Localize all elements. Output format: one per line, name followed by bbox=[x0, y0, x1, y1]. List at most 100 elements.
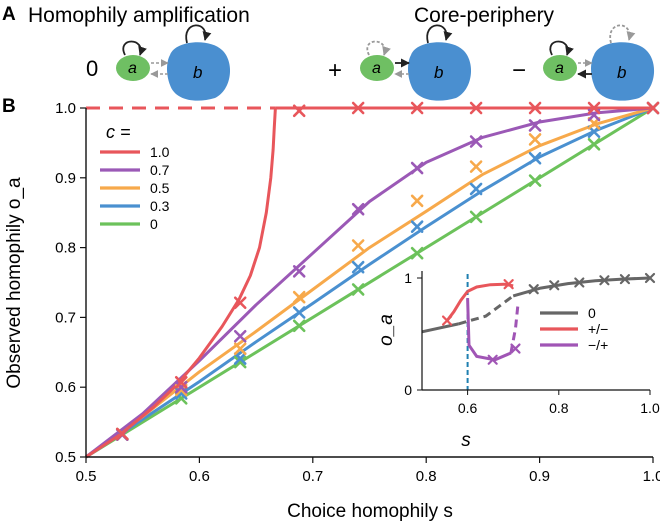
inset-series-markers bbox=[441, 272, 656, 365]
self-loop-b bbox=[426, 24, 453, 44]
inset-data-point-0 bbox=[549, 280, 560, 291]
x-tick-label: 0.6 bbox=[189, 468, 210, 485]
legend-label: 0.5 bbox=[150, 180, 170, 196]
data-point-c-1-0 bbox=[587, 101, 601, 115]
inset-data-point-0 bbox=[619, 274, 631, 285]
y-tick-label: 0.8 bbox=[55, 240, 76, 257]
x-tick-label: 1.0 bbox=[643, 468, 660, 485]
legend-label: 0.3 bbox=[150, 198, 170, 214]
x-tick-label: 0.8 bbox=[416, 468, 437, 485]
data-point-c-0 bbox=[410, 246, 424, 260]
node-b-label: b bbox=[434, 63, 443, 82]
inset-y-axis-label: o_a bbox=[376, 314, 397, 346]
main-y-ticks: 0.5 0.6 0.7 0.8 0.9 1.0 bbox=[55, 100, 86, 466]
inset-x-tick-label: 1.0 bbox=[640, 400, 660, 416]
main-series-markers bbox=[115, 101, 660, 441]
data-point-c-1-0 bbox=[410, 101, 424, 115]
self-loop-a bbox=[366, 40, 391, 56]
data-point-c-0-7 bbox=[410, 161, 424, 175]
motif-minus: − a b bbox=[512, 24, 655, 101]
inset-data-point-0 bbox=[574, 277, 585, 288]
data-point-c-0-7 bbox=[528, 119, 542, 132]
inset-y-tick-label: 1 bbox=[404, 270, 412, 286]
inset-y-tick-label: 0 bbox=[404, 382, 412, 398]
data-point-c-0 bbox=[587, 137, 601, 151]
panel-a-label: A bbox=[2, 4, 16, 25]
panel-a: A Homophily amplification Core-periphery… bbox=[2, 4, 655, 101]
y-tick-label: 0.6 bbox=[55, 379, 76, 396]
node-b bbox=[591, 42, 655, 101]
self-loop-a bbox=[549, 40, 574, 56]
data-point-c-0-7 bbox=[233, 329, 247, 343]
node-b-label: b bbox=[617, 63, 626, 82]
data-point-c-0-5 bbox=[528, 133, 542, 146]
data-point-c-0-3 bbox=[528, 151, 542, 165]
data-point-c-1-0 bbox=[115, 427, 129, 441]
panel-b-label: B bbox=[2, 96, 16, 117]
node-b-label: b bbox=[193, 63, 202, 82]
data-point-c-0-7 bbox=[351, 202, 365, 216]
inset-series-line-0 bbox=[421, 322, 459, 334]
legend-title: c = bbox=[106, 122, 131, 142]
inset-legend-label: +/− bbox=[588, 321, 608, 337]
main-x-ticks: 0.5 0.6 0.7 0.8 0.9 1.0 bbox=[76, 457, 660, 485]
inset-y-ticks: 01 bbox=[404, 270, 422, 398]
title-core-periphery: Core-periphery bbox=[414, 4, 555, 27]
inset-data-point-1 bbox=[441, 315, 453, 326]
data-point-c-0-3 bbox=[410, 220, 424, 233]
main-x-axis-label: Choice homophily s bbox=[287, 501, 453, 522]
data-point-c-0 bbox=[469, 210, 483, 224]
data-point-c-0-3 bbox=[292, 306, 306, 319]
motif-sign: 0 bbox=[86, 56, 98, 81]
node-b bbox=[167, 42, 231, 101]
self-loop-a bbox=[122, 40, 147, 56]
inset-data-point-2 bbox=[510, 343, 521, 354]
data-point-c-1-0 bbox=[646, 101, 660, 115]
inset-x-axis-label: s bbox=[461, 430, 471, 451]
data-point-c-0 bbox=[292, 319, 306, 333]
data-point-c-0-3 bbox=[351, 260, 365, 274]
y-tick-label: 0.9 bbox=[55, 170, 76, 187]
data-point-c-0 bbox=[528, 174, 542, 187]
data-point-c-0-3 bbox=[233, 352, 247, 365]
legend-label: 0 bbox=[150, 216, 158, 232]
title-homophily-amplification: Homophily amplification bbox=[28, 4, 250, 27]
inset-x-tick-label: 0.6 bbox=[458, 400, 478, 416]
data-point-c-0-5 bbox=[469, 160, 483, 173]
node-a-label: a bbox=[372, 60, 381, 77]
node-a-label: a bbox=[128, 60, 137, 77]
inset-series-line-minus-plus bbox=[466, 298, 512, 362]
data-point-c-0 bbox=[351, 283, 365, 296]
main-axes: 0.5 0.6 0.7 0.8 0.9 1.0 0.5 0.6 0.7 0.8 0.9 1.0 bbox=[55, 100, 660, 485]
main-legend: c = 1.0 0.7 0.5 0.3 0 bbox=[100, 122, 170, 232]
data-point-c-0-3 bbox=[469, 182, 483, 196]
node-a bbox=[116, 55, 150, 81]
x-tick-label: 0.7 bbox=[302, 468, 323, 485]
main-y-axis-label: Observed homophily o_a bbox=[4, 177, 25, 389]
data-point-c-1-0 bbox=[174, 376, 188, 389]
self-loop-b bbox=[609, 24, 636, 44]
node-a bbox=[543, 55, 577, 81]
inset-data-point-2 bbox=[487, 354, 498, 365]
inset-legend: 0+/−−/+ bbox=[540, 305, 608, 353]
inset-series-unstable-0 bbox=[458, 294, 515, 326]
legend-label: 1.0 bbox=[150, 144, 170, 160]
y-tick-label: 0.5 bbox=[55, 449, 76, 466]
inset-x-ticks: 0.6 0.8 1.0 bbox=[458, 390, 660, 416]
legend-label: 0.7 bbox=[150, 162, 170, 178]
data-point-c-0-5 bbox=[351, 239, 365, 252]
inset-series-line-0 bbox=[512, 276, 651, 298]
inset-chart: 0.6 0.8 1.0 01 s o_a 0+/−−/+ bbox=[376, 270, 660, 451]
y-tick-label: 0.7 bbox=[55, 309, 76, 326]
inset-data-point-1 bbox=[503, 279, 514, 290]
inset-legend-label: −/+ bbox=[588, 337, 608, 353]
y-tick-label: 1.0 bbox=[55, 100, 76, 117]
motif-sign: + bbox=[328, 57, 342, 84]
x-tick-label: 0.5 bbox=[76, 468, 97, 485]
data-point-c-0-5 bbox=[233, 342, 247, 356]
motif-zero: 0 a b bbox=[86, 24, 231, 101]
node-a bbox=[360, 55, 394, 81]
inset-background bbox=[426, 271, 654, 393]
series-line-c-1-0 bbox=[85, 107, 277, 459]
